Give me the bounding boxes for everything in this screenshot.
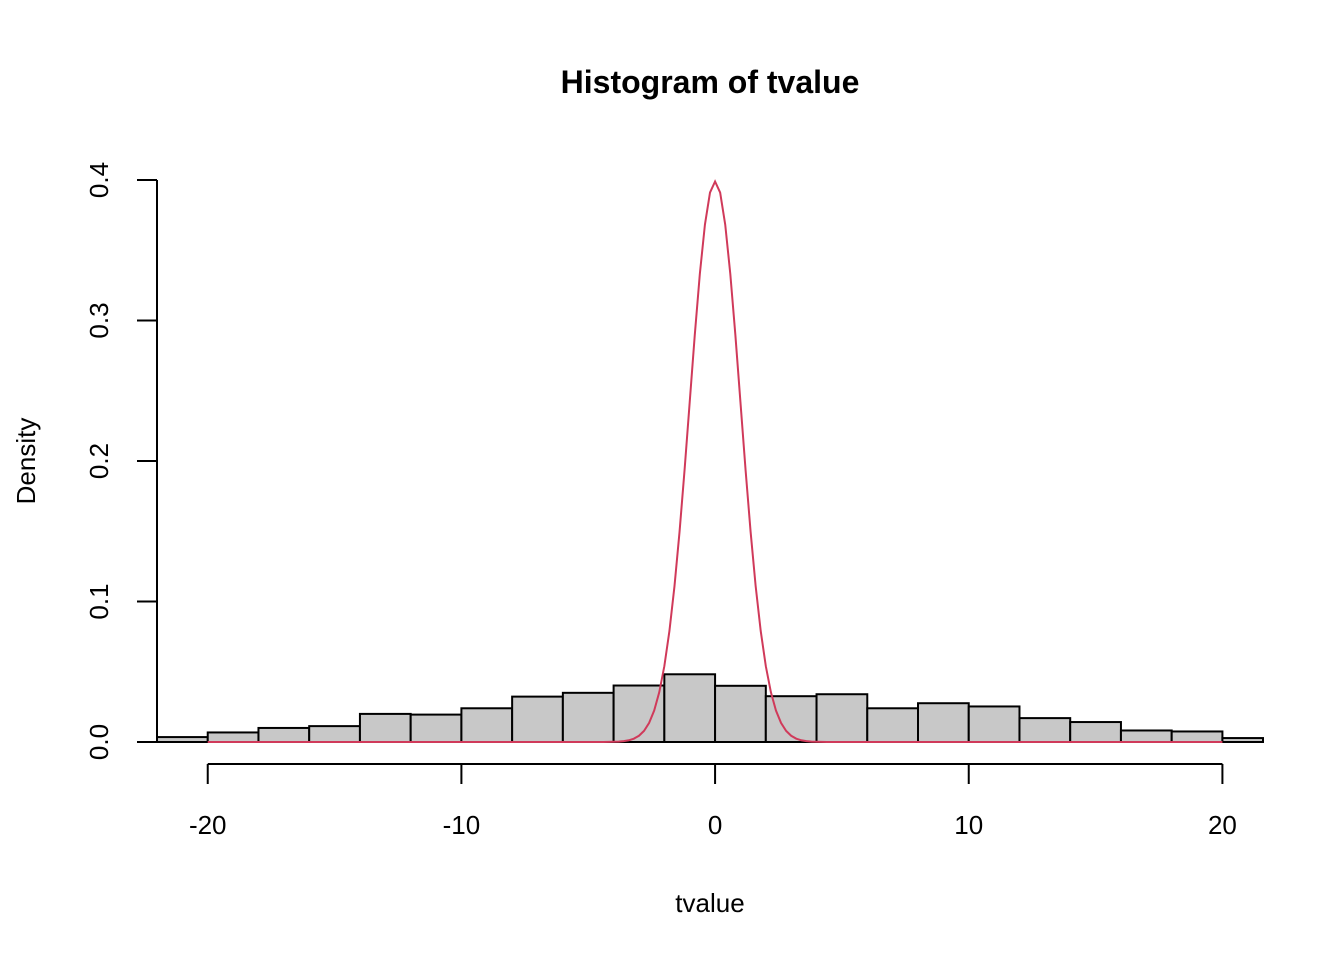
histogram-bar-9 — [612, 684, 666, 743]
y-tick-label-1: 0.1 — [84, 583, 114, 619]
histogram-bar-19 — [1119, 729, 1173, 744]
x-tick-label-1: -10 — [443, 810, 481, 840]
x-tick-label-2: 0 — [708, 810, 722, 840]
x-axis: -20 -10 0 10 20 — [189, 763, 1237, 840]
y-tick-label-3: 0.3 — [84, 302, 114, 338]
x-tick-label-4: 20 — [1208, 810, 1237, 840]
y-tick-label-0: 0.0 — [84, 724, 114, 760]
histogram-bars — [156, 673, 1264, 744]
histogram-bar-18 — [1069, 721, 1122, 744]
histogram-bar-21 — [1221, 737, 1264, 743]
histogram-bar-17 — [1018, 717, 1072, 743]
histogram-bar-1 — [206, 731, 260, 743]
x-axis-label: tvalue — [675, 888, 744, 918]
histogram-bar-10 — [663, 673, 717, 743]
y-tick-label-2: 0.2 — [84, 443, 114, 479]
histogram-bar-16 — [967, 705, 1021, 743]
x-tick-label-0: -20 — [189, 810, 227, 840]
histogram-bar-20 — [1170, 730, 1224, 744]
histogram-bar-5 — [409, 713, 463, 743]
histogram-bar-8 — [561, 691, 615, 744]
histogram-bar-2 — [257, 726, 311, 744]
histogram-bar-11 — [714, 684, 767, 743]
histogram-bar-3 — [308, 725, 361, 743]
y-tick-label-4: 0.4 — [84, 162, 114, 198]
histogram-bar-15 — [917, 702, 970, 743]
y-axis-label: Density — [11, 418, 41, 505]
histogram-bar-6 — [460, 707, 514, 744]
histogram-bar-13 — [815, 693, 869, 743]
normal-density-curve — [207, 179, 1223, 743]
histogram-bar-0 — [156, 736, 209, 744]
chart-title: Histogram of tvalue — [561, 64, 860, 100]
y-axis: 0.0 0.1 0.2 0.3 0.4 — [84, 162, 158, 760]
histogram-bar-14 — [866, 707, 920, 744]
x-tick-label-3: 10 — [954, 810, 983, 840]
histogram-bar-7 — [511, 695, 564, 744]
histogram-bar-4 — [358, 712, 412, 744]
